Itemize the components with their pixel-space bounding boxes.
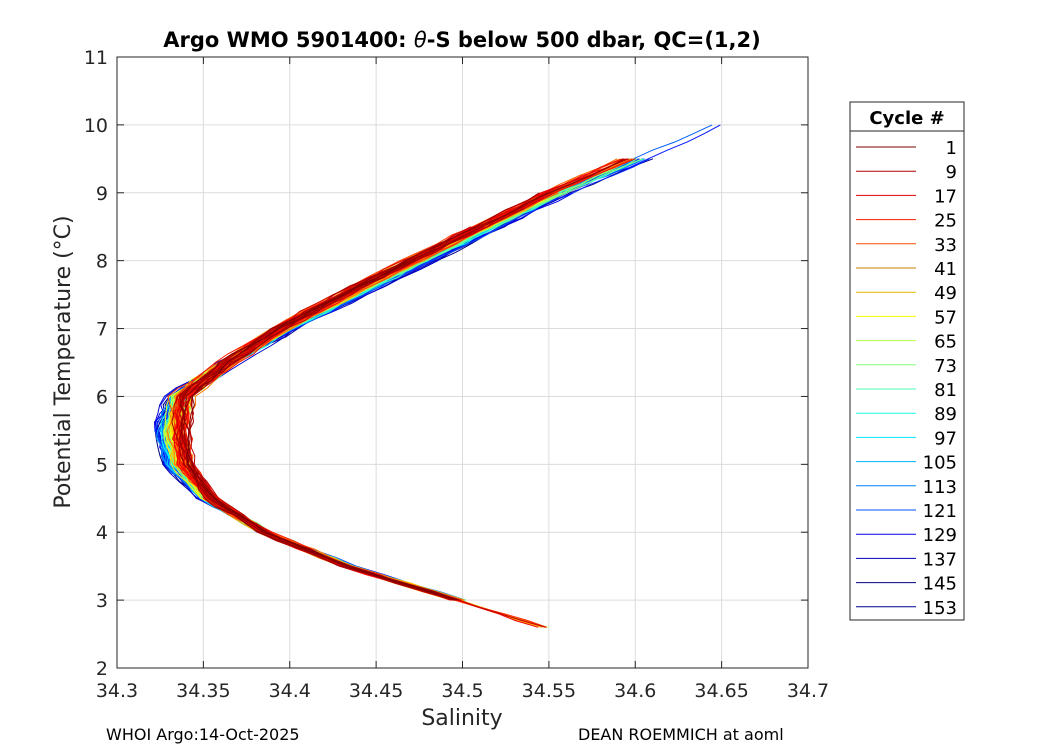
- legend-label: 57: [934, 307, 957, 328]
- y-tick-label: 3: [96, 590, 108, 612]
- y-tick-label: 7: [96, 319, 108, 341]
- legend-title: Cycle #: [869, 108, 944, 129]
- x-axis-label: Salinity: [421, 706, 502, 731]
- legend-label: 121: [923, 501, 957, 522]
- legend-label: 73: [934, 356, 957, 377]
- x-tick-label: 34.5: [441, 680, 483, 702]
- footer-right: DEAN ROEMMICH at aoml: [578, 725, 784, 744]
- x-tick-label: 34.45: [349, 680, 403, 702]
- legend-label: 113: [923, 477, 957, 498]
- legend-label: 97: [934, 428, 957, 449]
- profile-line: [179, 158, 625, 601]
- x-tick-label: 34.55: [522, 680, 576, 702]
- legend-label: 89: [934, 404, 957, 425]
- y-tick-label: 6: [96, 386, 108, 408]
- legend-label: 153: [923, 598, 957, 619]
- legend-label: 17: [934, 186, 957, 207]
- y-axis-ticks: 2 3 4 5 6 7 8 9 10 11: [84, 47, 808, 680]
- y-tick-label: 2: [96, 658, 108, 680]
- y-tick-label: 9: [96, 183, 108, 205]
- legend-label: 9: [946, 162, 957, 183]
- chart-title: Argo WMO 5901400: θ-S below 500 dbar, QC…: [163, 28, 760, 52]
- legend-label: 33: [934, 235, 957, 256]
- legend-entries: 1 9 17 25 33 41 49 57 65 73 81 89 97 105 113 121 129 137 1…: [856, 138, 957, 619]
- legend-label: 129: [923, 525, 957, 546]
- x-tick-label: 34.65: [694, 680, 748, 702]
- legend-label: 81: [934, 380, 957, 401]
- legend-label: 1: [946, 138, 957, 159]
- y-tick-label: 10: [84, 115, 108, 137]
- x-tick-label: 34.4: [269, 680, 311, 702]
- x-tick-label: 34.6: [614, 680, 656, 702]
- y-tick-label: 5: [96, 454, 108, 476]
- legend: Cycle # 1 9 17 25 33 41 49 57 65 73 81 89 97 105 113 12…: [849, 101, 965, 621]
- y-tick-label: 11: [84, 47, 108, 69]
- legend-label: 41: [934, 259, 957, 280]
- x-axis-ticks: 34.3 34.35 34.4 34.45 34.5 34.55 34.6 34.65 34.7: [96, 57, 829, 702]
- profile-lines: [153, 124, 721, 628]
- footer-left: WHOI Argo:14-Oct-2025: [106, 725, 300, 744]
- legend-label: 105: [923, 453, 957, 474]
- legend-box: [849, 101, 965, 621]
- y-axis-label: Potential Temperature (°C): [51, 215, 76, 508]
- y-tick-label: 4: [96, 522, 108, 544]
- legend-label: 25: [934, 211, 957, 232]
- legend-label: 137: [923, 549, 957, 570]
- legend-label: 65: [934, 332, 957, 353]
- x-tick-label: 34.7: [787, 680, 829, 702]
- legend-label: 49: [934, 283, 957, 304]
- profile-line: [181, 192, 548, 601]
- profile-line: [185, 260, 459, 601]
- y-tick-label: 8: [96, 251, 108, 273]
- x-tick-label: 34.3: [96, 680, 138, 702]
- x-tick-label: 34.35: [176, 680, 230, 702]
- legend-label: 145: [923, 574, 957, 595]
